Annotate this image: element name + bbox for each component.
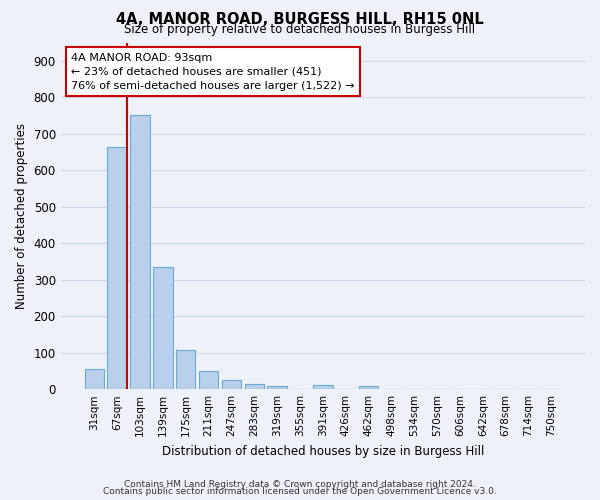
Text: 4A, MANOR ROAD, BURGESS HILL, RH15 0NL: 4A, MANOR ROAD, BURGESS HILL, RH15 0NL — [116, 12, 484, 28]
Bar — [130, 116, 149, 389]
Bar — [199, 371, 218, 389]
Text: 4A MANOR ROAD: 93sqm
← 23% of detached houses are smaller (451)
76% of semi-deta: 4A MANOR ROAD: 93sqm ← 23% of detached h… — [71, 53, 355, 91]
Bar — [107, 146, 127, 389]
Text: Size of property relative to detached houses in Burgess Hill: Size of property relative to detached ho… — [124, 22, 476, 36]
Bar — [85, 369, 104, 389]
Bar — [359, 386, 378, 389]
Bar — [245, 384, 264, 389]
Text: Contains public sector information licensed under the Open Government Licence v3: Contains public sector information licen… — [103, 488, 497, 496]
X-axis label: Distribution of detached houses by size in Burgess Hill: Distribution of detached houses by size … — [161, 444, 484, 458]
Y-axis label: Number of detached properties: Number of detached properties — [15, 123, 28, 309]
Bar — [153, 267, 173, 389]
Bar — [313, 385, 332, 389]
Bar — [221, 380, 241, 389]
Bar — [176, 350, 196, 389]
Bar — [268, 386, 287, 389]
Text: Contains HM Land Registry data © Crown copyright and database right 2024.: Contains HM Land Registry data © Crown c… — [124, 480, 476, 489]
